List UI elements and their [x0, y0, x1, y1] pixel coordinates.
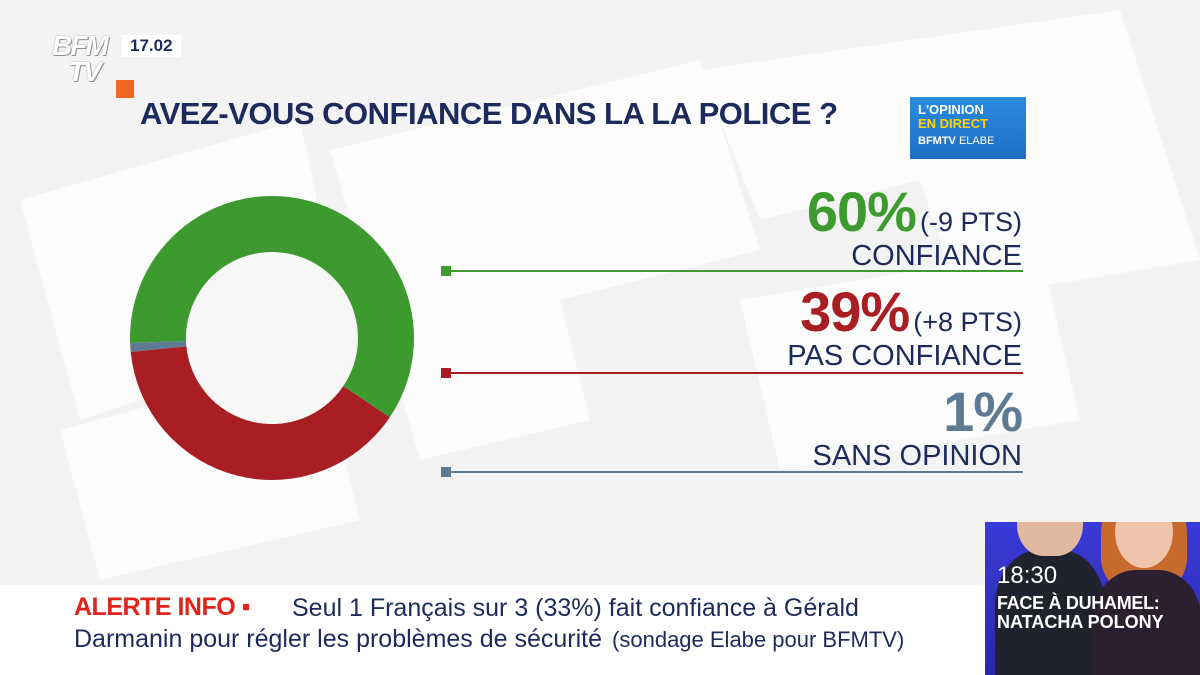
legend-label-pas-confiance: PAS CONFIANCE [787, 340, 1022, 372]
legend-tick-sans-opinion [441, 467, 451, 477]
badge-line3: BFMTV ELABE [918, 133, 1018, 149]
donut-slice-confiance [130, 195, 414, 418]
legend-rule-pas-confiance [441, 368, 1023, 378]
badge-line2: EN DIRECT [918, 116, 989, 131]
legend-label-sans-opinion: SANS OPINION [812, 440, 1023, 472]
legend-item-pas-confiance: 39% (+8 PTS) PAS CONFIANCE [787, 284, 1022, 373]
logo-orange-square [116, 80, 134, 98]
legend-change-confiance: (-9 PTS) [919, 207, 1022, 237]
legend-rule-confiance [441, 266, 1023, 276]
alert-banner: ALERTE INFO ▪ Seul 1 Français sur 3 (33%… [0, 585, 985, 675]
alert-text-line1: Seul 1 Français sur 3 (33%) fait confian… [292, 594, 859, 622]
legend-pct-pas-confiance: 39% [800, 280, 910, 343]
legend-label-confiance: CONFIANCE [851, 240, 1022, 272]
legend-pct-sans-opinion: 1% [943, 380, 1023, 443]
legend-rule-sans-opinion [441, 467, 1023, 477]
logo-text-top: BFM [52, 30, 109, 61]
show-guest: NATACHA POLONY [997, 612, 1164, 632]
bfmtv-logo: BFM TV [52, 32, 142, 102]
logo-text-bottom: TV [68, 56, 102, 87]
legend-change-pas-confiance: (+8 PTS) [913, 307, 1022, 337]
badge-brand: BFMTV [918, 135, 956, 147]
legend-tick-pas-confiance [441, 368, 451, 378]
clock: 17.02 [122, 35, 181, 57]
alert-source: (sondage Elabe pour BFMTV) [612, 627, 905, 652]
alert-text-line2-main: Darmanin pour régler les problèmes de sé… [74, 625, 603, 653]
show-title: FACE À DUHAMEL: [997, 593, 1160, 613]
legend-item-confiance: 60% (-9 PTS) CONFIANCE [807, 184, 1022, 273]
badge-line1: L'OPINION [918, 102, 984, 117]
badge-partner: ELABE [958, 135, 995, 147]
donut-slice-sans-opinion [130, 341, 187, 352]
donut-slice-pas-confiance [130, 346, 390, 480]
poll-question: AVEZ-VOUS CONFIANCE DANS LA LA POLICE ? [140, 96, 838, 131]
legend-pct-confiance: 60% [806, 180, 917, 243]
alert-text-line2: Darmanin pour régler les problèmes de sé… [74, 625, 904, 654]
guest-image [1093, 570, 1200, 675]
legend-tick-confiance [441, 266, 451, 276]
donut-hole [187, 253, 357, 423]
show-promo: 18:30 FACE À DUHAMEL: NATACHA POLONY [985, 522, 1200, 675]
show-time: 18:30 [997, 562, 1058, 589]
legend-item-sans-opinion: 1% SANS OPINION [812, 384, 1023, 473]
alert-tag: ALERTE INFO ▪ [74, 593, 250, 621]
donut-chart [130, 195, 414, 480]
opinion-badge: L'OPINION EN DIRECT BFMTV ELABE [910, 97, 1026, 159]
presenter-image [995, 550, 1105, 675]
